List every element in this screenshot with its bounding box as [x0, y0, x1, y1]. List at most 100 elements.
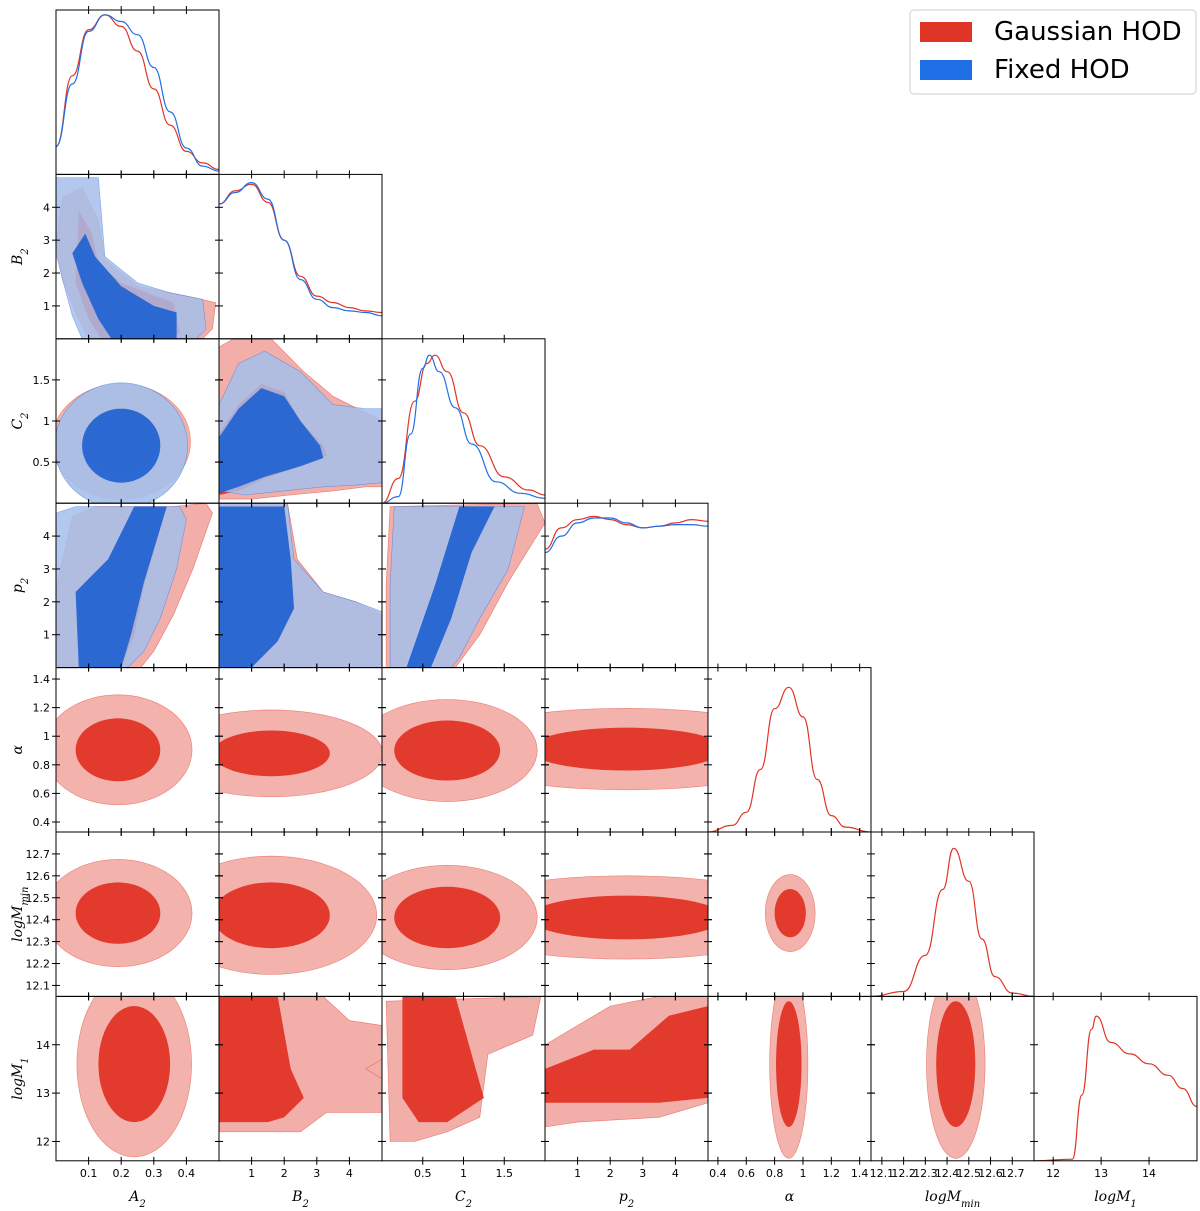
x-tick-label: 0.3	[145, 1167, 163, 1180]
x-tick-label: 0.2	[112, 1167, 130, 1180]
x-axis-label-C2: C2	[455, 1189, 472, 1210]
y-axis-label-alpha: α	[10, 745, 26, 755]
contour-inner-logM1-logMmin	[936, 1001, 976, 1127]
x-axis-label-sub: 2	[301, 1198, 308, 1209]
x-axis-label-B2: B2	[291, 1189, 309, 1210]
x-tick-label: 3	[313, 1167, 320, 1180]
x-axis-label-sub: min	[961, 1198, 980, 1209]
y-tick-label: 1	[43, 415, 50, 428]
panel-frame-logM1-logM1	[1033, 995, 1198, 1162]
legend-swatch-gaussian	[920, 22, 972, 42]
x-tick-label: 1	[460, 1167, 467, 1180]
y-axis-label-p2: p2	[10, 578, 31, 593]
x-tick-label: 12.3	[913, 1167, 938, 1180]
x-tick-label: 1	[799, 1167, 806, 1180]
marginal-fixed-hod-C2	[382, 354, 545, 504]
y-axis-label-B2: B2	[10, 248, 31, 266]
x-tick-label: 14	[1142, 1167, 1156, 1180]
y-tick-label: 0.8	[33, 759, 51, 772]
x-tick-label: 12	[1046, 1167, 1060, 1180]
y-tick-label: 4	[43, 201, 50, 214]
y-tick-label: 2	[43, 596, 50, 609]
panel-frame-logMmin-logMmin	[870, 831, 1035, 997]
contour-inner-fixed-hod-p2-C2	[406, 506, 495, 668]
x-tick-label: 0.5	[414, 1167, 432, 1180]
y-axis-label-logM1: logM1	[10, 1057, 31, 1100]
y-tick-label: 3	[43, 563, 50, 576]
x-axis-label-logM1: logM1	[1094, 1189, 1137, 1210]
y-tick-label: 12.2	[26, 958, 51, 971]
y-tick-label: 1.4	[33, 673, 51, 686]
x-axis-label-p2: p2	[619, 1189, 634, 1210]
y-tick-label: 1.2	[33, 702, 51, 715]
x-tick-label: 1.2	[823, 1167, 841, 1180]
x-tick-label: 4	[672, 1167, 679, 1180]
y-tick-label: 13	[36, 1087, 50, 1100]
y-tick-label: 12.7	[26, 848, 51, 861]
marginal-gaussian-hod-B2	[219, 183, 382, 314]
marginal-gaussian-hod-logMmin	[871, 847, 1034, 997]
x-tick-label: 12.7	[1000, 1167, 1025, 1180]
contour-inner-alpha-C2	[394, 720, 501, 781]
y-tick-label: 12	[36, 1135, 50, 1148]
x-tick-label: 0.4	[709, 1167, 727, 1180]
contour-inner-logMmin-p2	[545, 895, 708, 940]
contour-inner-fixed-hod-C2-B2	[219, 388, 324, 494]
marginal-gaussian-hod-p2	[545, 515, 708, 550]
legend-box	[909, 9, 1197, 95]
y-axis-label-sub: 2	[20, 578, 31, 585]
x-tick-label: 0.1	[80, 1167, 98, 1180]
x-tick-label: 12.6	[978, 1167, 1003, 1180]
y-axis-label-sub: 2	[20, 412, 31, 419]
x-axis-label-logMmin: logMmin	[925, 1189, 980, 1210]
contour-inner-alpha-B2	[219, 730, 330, 777]
y-tick-label: 12.5	[26, 892, 51, 905]
marginal-fixed-hod-p2	[545, 517, 708, 554]
y-tick-label: 12.1	[26, 979, 51, 992]
y-tick-label: 1	[43, 629, 50, 642]
x-tick-label: 0.8	[766, 1167, 784, 1180]
marginal-gaussian-hod-A2	[56, 14, 219, 171]
legend: Gaussian HOD Fixed HOD	[909, 9, 1197, 95]
contour-inner-gaussian-hod-logM1-p2	[545, 1006, 708, 1103]
contour-inner-fixed-hod-B2-A2	[72, 233, 177, 339]
contour-inner-C2-A2	[82, 408, 161, 483]
frame-layer	[52, 6, 1198, 1165]
legend-swatch-fixed	[920, 60, 972, 80]
panel-frame-alpha-alpha	[707, 667, 872, 833]
x-tick-label: 3	[639, 1167, 646, 1180]
contour-inner-alpha-p2	[545, 727, 708, 771]
x-axis-label-sub: 2	[627, 1198, 634, 1209]
y-tick-label: 4	[43, 530, 50, 543]
y-axis-label-C2: C2	[10, 412, 31, 429]
x-tick-label: 1.4	[851, 1167, 869, 1180]
contour-inner-fixed-hod-p2-A2	[75, 506, 167, 668]
y-axis-label-sub: min	[20, 887, 31, 906]
y-axis-label-sub: 2	[20, 248, 31, 255]
x-tick-label: 12.1	[870, 1167, 895, 1180]
contour-inner-logMmin-C2	[394, 886, 501, 949]
panel-frame-B2-B2	[218, 173, 383, 340]
x-tick-label: 12.2	[891, 1167, 916, 1180]
x-tick-label: 1	[574, 1167, 581, 1180]
x-tick-label: 2	[281, 1167, 288, 1180]
x-tick-label: 0.4	[178, 1167, 196, 1180]
contour-inner-fixed-hod-p2-B2	[219, 506, 294, 668]
legend-label-gaussian: Gaussian HOD	[994, 17, 1182, 47]
x-tick-label: 0.6	[738, 1167, 756, 1180]
y-tick-label: 0.5	[33, 456, 51, 469]
x-tick-label: 12.4	[935, 1167, 960, 1180]
x-tick-label: 4	[346, 1167, 353, 1180]
y-tick-label: 1.5	[33, 374, 51, 387]
panel-frame-C2-C2	[381, 338, 546, 504]
y-tick-label: 12.6	[26, 870, 51, 883]
contour-inner-logMmin-B2	[219, 882, 330, 949]
x-axis-label-A2: A2	[127, 1189, 146, 1210]
marginal-fixed-hod-A2	[56, 14, 219, 172]
y-tick-label: 0.4	[33, 816, 51, 829]
y-tick-label: 1	[43, 730, 50, 743]
x-tick-label: 1.5	[496, 1167, 514, 1180]
contour-inner-gaussian-hod-logM1-B2	[219, 996, 304, 1123]
